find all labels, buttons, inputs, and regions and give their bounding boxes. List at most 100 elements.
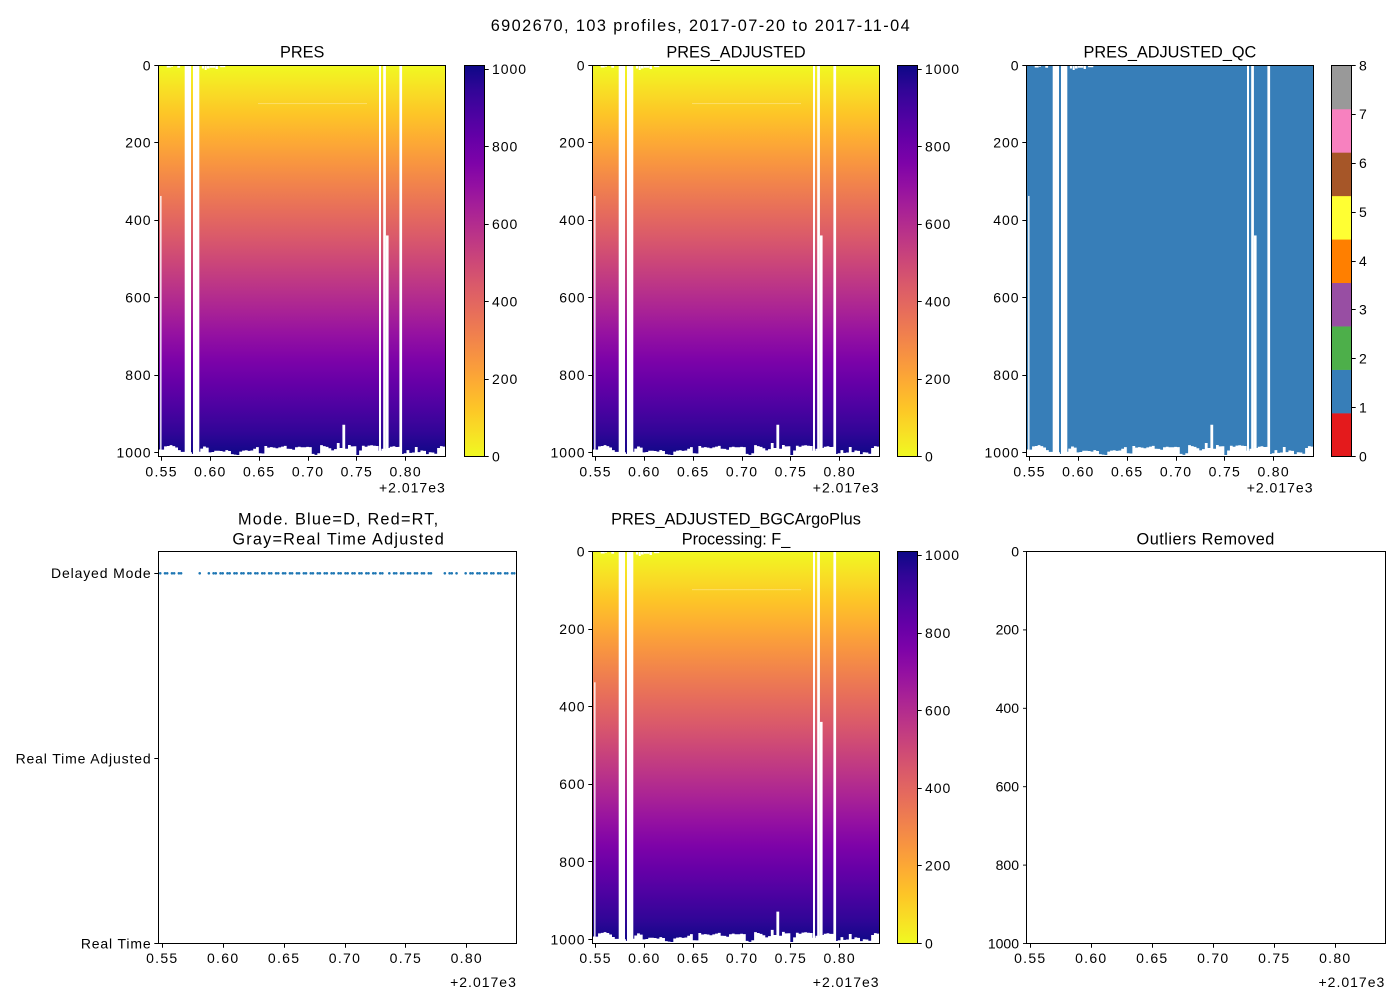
svg-text:6: 6 <box>1359 155 1368 171</box>
svg-text:0.60: 0.60 <box>1062 464 1094 480</box>
svg-text:200: 200 <box>925 371 951 387</box>
svg-text:0.70: 0.70 <box>1160 464 1192 480</box>
svg-text:+2.017e3: +2.017e3 <box>379 480 446 496</box>
svg-text:1000: 1000 <box>985 444 1020 460</box>
svg-text:+2.017e3: +2.017e3 <box>813 480 880 496</box>
svg-text:800: 800 <box>125 367 151 383</box>
svg-text:200: 200 <box>925 858 951 874</box>
svg-text:0.80: 0.80 <box>389 464 421 480</box>
svg-text:600: 600 <box>925 216 951 232</box>
svg-text:0.80: 0.80 <box>1319 950 1351 966</box>
svg-text:600: 600 <box>559 776 585 792</box>
svg-text:200: 200 <box>996 622 1020 638</box>
svg-text:0.70: 0.70 <box>1197 950 1229 966</box>
svg-text:Mode. Blue=D, Red=RT,: Mode. Blue=D, Red=RT, <box>238 511 439 529</box>
svg-text:2: 2 <box>1359 351 1368 367</box>
svg-text:200: 200 <box>993 135 1019 151</box>
svg-text:200: 200 <box>559 621 585 637</box>
svg-text:1000: 1000 <box>551 931 586 947</box>
svg-text:400: 400 <box>125 212 151 228</box>
svg-text:4: 4 <box>1359 253 1368 269</box>
svg-text:0.60: 0.60 <box>194 464 226 480</box>
svg-text:800: 800 <box>925 625 951 641</box>
svg-text:1: 1 <box>1359 399 1368 415</box>
svg-text:0.65: 0.65 <box>268 950 300 966</box>
svg-text:0: 0 <box>925 448 934 464</box>
svg-text:1000: 1000 <box>925 547 960 563</box>
svg-text:800: 800 <box>993 367 1019 383</box>
svg-text:1000: 1000 <box>988 935 1019 951</box>
svg-text:0.65: 0.65 <box>677 950 709 966</box>
svg-text:Gray=Real Time Adjusted: Gray=Real Time Adjusted <box>232 530 445 548</box>
svg-text:200: 200 <box>559 135 585 151</box>
svg-text:600: 600 <box>993 290 1019 306</box>
svg-text:0.65: 0.65 <box>1136 950 1168 966</box>
svg-text:0: 0 <box>577 57 586 73</box>
svg-text:800: 800 <box>996 857 1020 873</box>
svg-text:0.80: 0.80 <box>823 950 855 966</box>
svg-text:0: 0 <box>1011 543 1019 559</box>
svg-text:600: 600 <box>492 216 518 232</box>
svg-text:400: 400 <box>993 212 1019 228</box>
svg-text:0: 0 <box>577 543 586 559</box>
svg-text:0.80: 0.80 <box>451 950 483 966</box>
svg-text:+2.017e3: +2.017e3 <box>450 974 517 990</box>
svg-text:0.65: 0.65 <box>1111 464 1143 480</box>
svg-text:0.65: 0.65 <box>243 464 275 480</box>
svg-text:5: 5 <box>1359 204 1368 220</box>
svg-text:0.75: 0.75 <box>775 464 807 480</box>
svg-text:0.70: 0.70 <box>329 950 361 966</box>
svg-text:0: 0 <box>143 57 152 73</box>
svg-text:800: 800 <box>559 367 585 383</box>
svg-text:3: 3 <box>1359 302 1368 318</box>
svg-text:0.60: 0.60 <box>1075 950 1107 966</box>
svg-text:0.60: 0.60 <box>628 950 660 966</box>
svg-text:+2.017e3: +2.017e3 <box>813 974 880 990</box>
svg-text:0.60: 0.60 <box>207 950 239 966</box>
svg-text:400: 400 <box>559 212 585 228</box>
svg-text:0.80: 0.80 <box>1257 464 1289 480</box>
svg-text:1000: 1000 <box>117 444 152 460</box>
svg-text:PRES_ADJUSTED_QC: PRES_ADJUSTED_QC <box>1083 44 1256 62</box>
svg-text:600: 600 <box>996 779 1020 795</box>
svg-text:6902670, 103 profiles, 2017-07: 6902670, 103 profiles, 2017-07-20 to 201… <box>491 17 911 35</box>
svg-text:0.55: 0.55 <box>1014 950 1046 966</box>
svg-text:800: 800 <box>492 139 518 155</box>
svg-text:0.55: 0.55 <box>579 464 611 480</box>
svg-text:1000: 1000 <box>492 61 527 77</box>
svg-text:Delayed Mode: Delayed Mode <box>51 565 151 581</box>
svg-text:0.70: 0.70 <box>292 464 324 480</box>
svg-text:Real Time Adjusted: Real Time Adjusted <box>16 750 152 766</box>
svg-text:PRES: PRES <box>280 44 324 62</box>
svg-text:400: 400 <box>559 699 585 715</box>
svg-text:Processing: F_: Processing: F_ <box>682 530 792 548</box>
svg-text:PRES_ADJUSTED_BGCArgoPlus: PRES_ADJUSTED_BGCArgoPlus <box>611 511 861 529</box>
svg-text:0.60: 0.60 <box>628 464 660 480</box>
svg-text:0: 0 <box>1359 448 1368 464</box>
svg-text:0.55: 0.55 <box>1013 464 1045 480</box>
svg-text:Real Time: Real Time <box>81 935 152 951</box>
svg-text:Outliers Removed: Outliers Removed <box>1137 530 1275 548</box>
svg-text:400: 400 <box>925 780 951 796</box>
svg-text:0.75: 0.75 <box>1209 464 1241 480</box>
svg-text:0: 0 <box>492 448 501 464</box>
svg-text:800: 800 <box>925 139 951 155</box>
svg-text:0.70: 0.70 <box>726 464 758 480</box>
svg-text:0.70: 0.70 <box>726 950 758 966</box>
svg-text:0.75: 0.75 <box>775 950 807 966</box>
svg-text:600: 600 <box>559 290 585 306</box>
svg-text:0.55: 0.55 <box>146 950 178 966</box>
svg-text:PRES_ADJUSTED: PRES_ADJUSTED <box>666 44 805 62</box>
svg-text:0.55: 0.55 <box>145 464 177 480</box>
svg-text:0.65: 0.65 <box>677 464 709 480</box>
svg-text:0.75: 0.75 <box>341 464 373 480</box>
svg-text:800: 800 <box>559 854 585 870</box>
svg-text:0.55: 0.55 <box>579 950 611 966</box>
svg-text:+2.017e3: +2.017e3 <box>1319 974 1386 990</box>
svg-text:+2.017e3: +2.017e3 <box>1247 480 1314 496</box>
svg-text:0.80: 0.80 <box>823 464 855 480</box>
svg-text:0.75: 0.75 <box>1258 950 1290 966</box>
svg-text:600: 600 <box>925 702 951 718</box>
svg-text:600: 600 <box>125 290 151 306</box>
svg-text:0: 0 <box>925 935 934 951</box>
